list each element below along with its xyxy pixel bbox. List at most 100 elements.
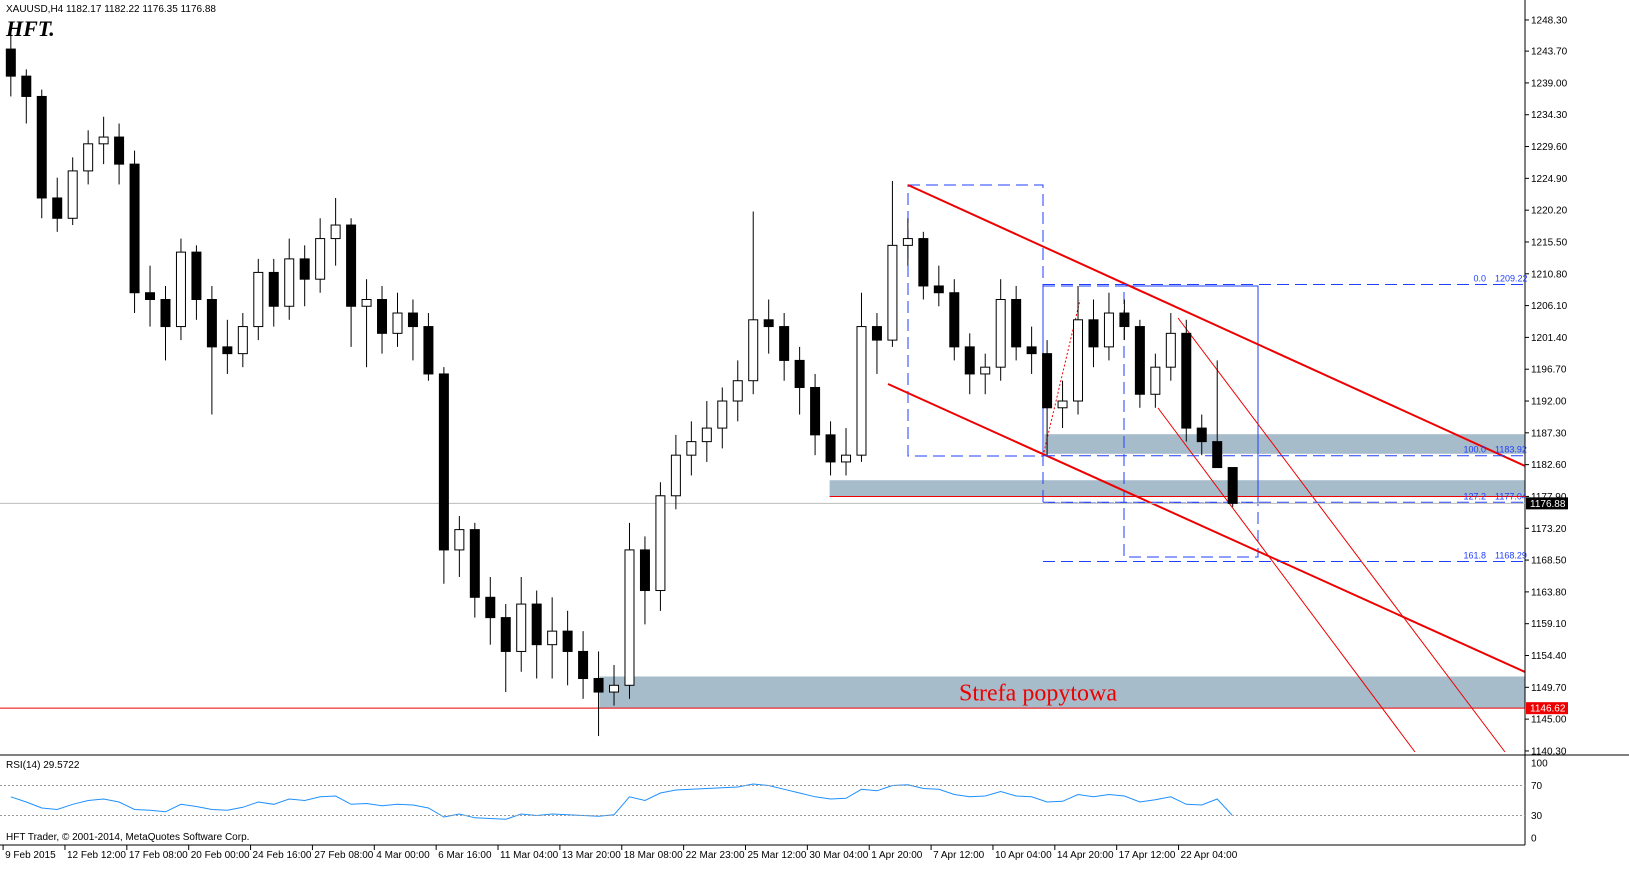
y-tick-label: 1163.80: [1531, 587, 1567, 598]
fib-price: 1183.92: [1495, 445, 1527, 455]
x-tick-label: 17 Apr 12:00: [1119, 850, 1176, 861]
x-tick-label: 1 Apr 20:00: [871, 850, 923, 861]
x-tick-label: 30 Mar 04:00: [809, 850, 868, 861]
candle-body: [98, 136, 109, 145]
candle-body: [1212, 441, 1223, 469]
candle-body: [624, 549, 635, 686]
y-tick-label: 1154.40: [1531, 651, 1567, 662]
candle-body: [145, 292, 156, 300]
y-tick-label: 1248.30: [1531, 15, 1568, 26]
x-tick-label: 25 Mar 12:00: [747, 850, 806, 861]
fib-ratio: 127.2: [1463, 491, 1486, 501]
candle-body: [732, 380, 743, 402]
trend-line: [1157, 407, 1416, 753]
y-tick-label: 1196.70: [1531, 365, 1567, 376]
candle-body: [871, 326, 882, 341]
candle-body: [717, 400, 728, 429]
y-tick-label: 1239.00: [1531, 78, 1568, 89]
y-tick-label: 1215.50: [1531, 237, 1568, 248]
y-tick-label: 1159.10: [1531, 619, 1567, 630]
candle-body: [361, 298, 372, 307]
fib-price: 1168.29: [1495, 550, 1527, 560]
candle-body: [469, 529, 480, 598]
candle-body: [423, 326, 434, 375]
y-tick-label: 1145.00: [1531, 715, 1567, 726]
support-price-tag: [1526, 702, 1568, 715]
y-tick-label: 1229.60: [1531, 142, 1568, 153]
candle-body: [237, 326, 248, 355]
candle-body: [1227, 467, 1238, 504]
candle-body: [701, 427, 712, 443]
dashed-box: [1123, 285, 1259, 558]
candle-body: [21, 75, 32, 97]
x-tick-label: 4 Mar 00:00: [376, 850, 430, 861]
candle-body: [346, 224, 357, 307]
candle-body: [175, 251, 186, 328]
x-tick-label: 24 Feb 16:00: [253, 850, 312, 861]
y-tick-label: 1149.70: [1531, 683, 1567, 694]
candle-body: [1026, 346, 1037, 355]
rsi-line: [10, 783, 1234, 820]
candle-body: [1057, 400, 1068, 409]
fib-price: 1209.22: [1495, 273, 1528, 283]
candle-body: [655, 495, 666, 592]
candle-body: [918, 238, 929, 287]
rsi-tick-label: 100: [1531, 759, 1548, 770]
rsi-tick-label: 0: [1531, 834, 1537, 845]
candle-body: [562, 630, 573, 652]
x-tick-label: 13 Mar 20:00: [562, 850, 621, 861]
candle-body: [114, 136, 125, 165]
x-tick-label: 27 Feb 08:00: [314, 850, 373, 861]
candle-body: [5, 48, 16, 77]
candle-body: [500, 617, 511, 652]
candle-body: [377, 298, 388, 334]
candle-body: [547, 630, 558, 646]
candle-body: [1088, 319, 1099, 348]
x-tick-label: 12 Feb 12:00: [67, 850, 126, 861]
candle-body: [222, 346, 233, 355]
x-tick-label: 14 Apr 20:00: [1057, 850, 1114, 861]
candle-body: [763, 319, 774, 328]
candle-body: [995, 298, 1006, 368]
last-price-tag: [1526, 497, 1568, 510]
candle-body: [1073, 319, 1084, 402]
candle-body: [902, 238, 913, 246]
last-price-label: 1176.88: [1530, 499, 1566, 510]
x-tick-label: 10 Apr 04:00: [995, 850, 1052, 861]
logo: HFT.: [5, 16, 55, 41]
x-tick-label: 22 Apr 04:00: [1181, 850, 1238, 861]
x-tick-label: 20 Feb 00:00: [191, 850, 250, 861]
candle-body: [407, 312, 418, 328]
candle-body: [330, 224, 341, 240]
candle-body: [670, 454, 681, 497]
candle-body: [1181, 332, 1192, 429]
candle-body: [964, 346, 975, 375]
candle-body: [578, 650, 589, 680]
candle-body: [1011, 298, 1022, 348]
footer: HFT Trader, © 2001-2014, MetaQuotes Soft…: [6, 832, 249, 843]
drawings: [887, 184, 1526, 753]
trend-line: [1177, 317, 1506, 753]
candle-body: [129, 163, 140, 294]
candle-body: [1150, 366, 1161, 395]
candle-body: [639, 549, 650, 592]
y-tick-label: 1201.40: [1531, 333, 1568, 344]
trend-line: [887, 383, 1526, 673]
x-tick-label: 6 Mar 16:00: [438, 850, 492, 861]
x-tick-label: 17 Feb 08:00: [129, 850, 188, 861]
candle-body: [299, 258, 310, 280]
trend-line: [907, 184, 1526, 467]
candle-body: [315, 238, 326, 280]
fib-ratio: 100.0: [1463, 445, 1486, 455]
candle-body: [531, 603, 542, 646]
candle-body: [516, 603, 527, 652]
candle-body: [191, 251, 202, 300]
y-tick-label: 1182.60: [1531, 460, 1567, 471]
candle-body: [825, 434, 836, 463]
y-tick-label: 1210.80: [1531, 269, 1568, 280]
candle-body: [609, 684, 620, 693]
candle-body: [794, 359, 805, 388]
candle-body: [268, 271, 279, 307]
x-tick-label: 11 Mar 04:00: [500, 850, 559, 861]
